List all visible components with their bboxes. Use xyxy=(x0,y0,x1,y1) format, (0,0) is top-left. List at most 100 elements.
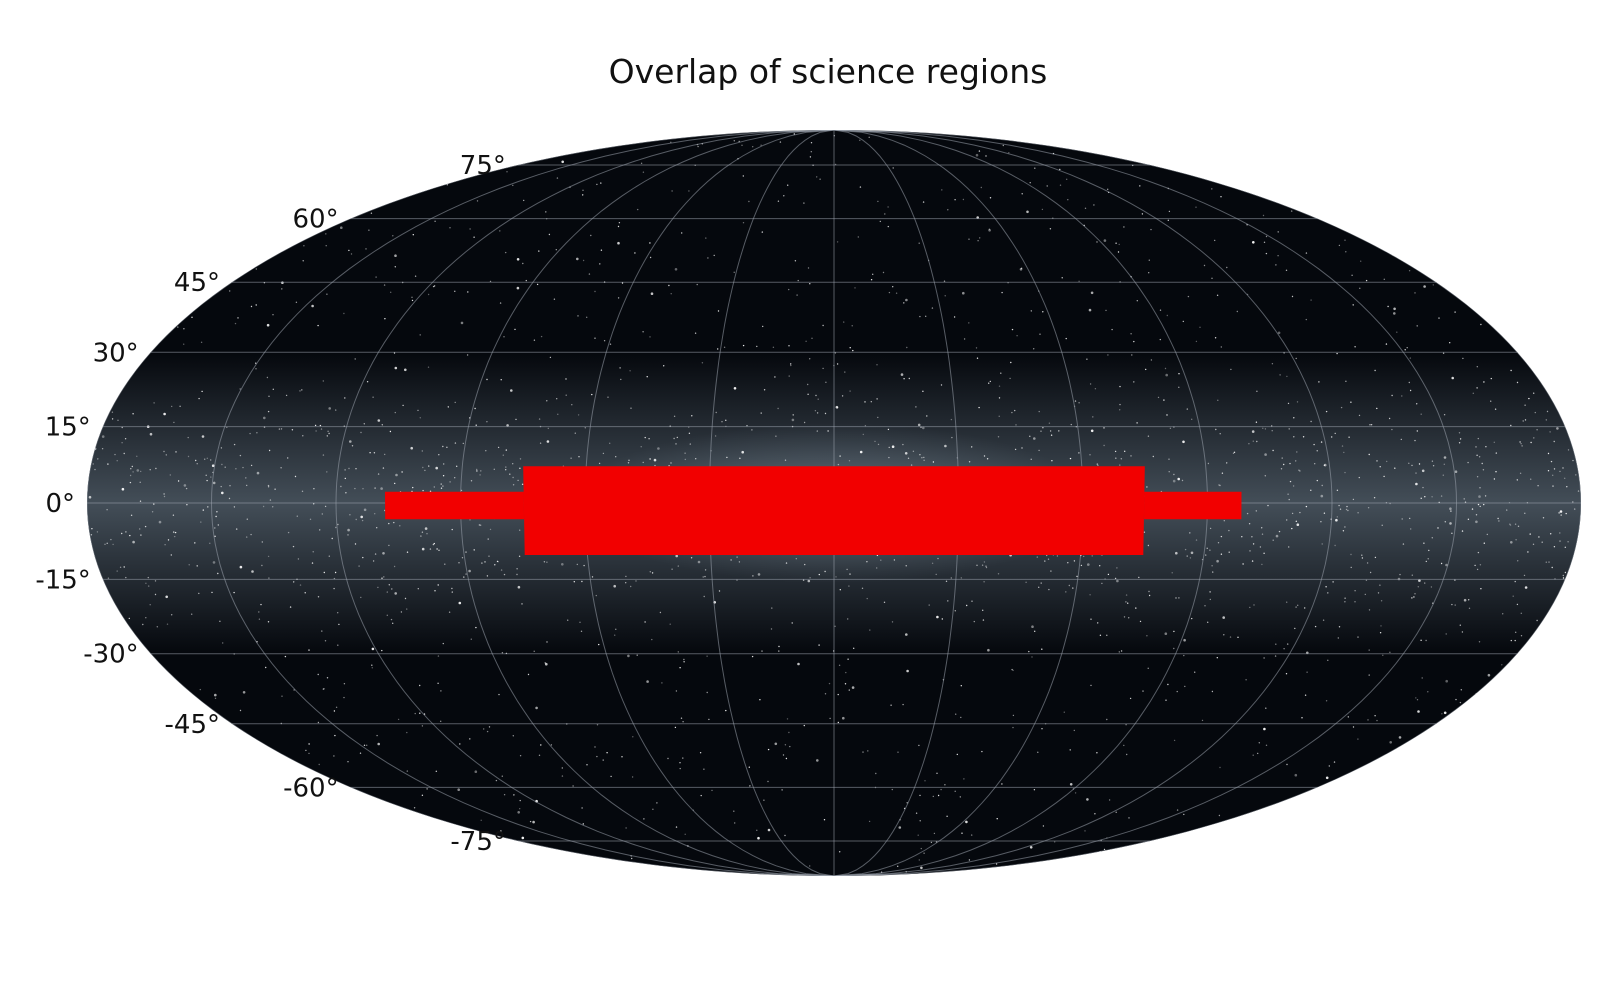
star xyxy=(940,788,942,791)
star xyxy=(315,430,317,432)
star xyxy=(432,285,435,288)
star xyxy=(1573,328,1576,330)
star xyxy=(130,514,133,516)
star xyxy=(1084,207,1087,209)
star xyxy=(602,452,605,455)
star xyxy=(852,349,854,352)
star xyxy=(1150,228,1152,231)
star xyxy=(422,466,424,469)
star xyxy=(670,293,672,295)
star xyxy=(1385,343,1388,345)
star xyxy=(167,163,169,166)
star xyxy=(173,421,175,424)
star xyxy=(267,621,270,623)
star xyxy=(590,234,592,237)
star xyxy=(322,454,325,456)
star xyxy=(545,662,548,666)
star xyxy=(670,462,672,464)
star xyxy=(935,573,937,576)
star xyxy=(1459,624,1462,626)
star xyxy=(388,584,390,586)
star xyxy=(1389,812,1391,815)
star xyxy=(796,294,798,296)
star xyxy=(1357,512,1359,514)
star xyxy=(1442,352,1445,354)
star xyxy=(1525,284,1527,286)
star xyxy=(487,538,489,540)
star xyxy=(1301,717,1303,719)
star xyxy=(1374,369,1376,372)
star xyxy=(1069,783,1073,786)
star xyxy=(734,822,736,824)
star xyxy=(995,863,998,865)
star xyxy=(1320,521,1322,523)
star xyxy=(501,652,504,654)
star xyxy=(1497,517,1499,520)
star xyxy=(1297,604,1299,606)
star xyxy=(1178,373,1180,375)
star xyxy=(1182,320,1185,323)
star xyxy=(617,225,620,228)
star xyxy=(98,273,101,275)
star xyxy=(997,573,1000,575)
star xyxy=(947,209,949,211)
star xyxy=(790,363,792,365)
star xyxy=(144,525,147,528)
star xyxy=(1264,184,1266,187)
star xyxy=(1271,363,1274,365)
star xyxy=(846,568,848,571)
star xyxy=(1409,517,1411,520)
star xyxy=(374,513,376,515)
star xyxy=(1358,476,1361,479)
star xyxy=(1014,409,1016,412)
star xyxy=(1178,386,1180,388)
star xyxy=(1288,546,1290,548)
star xyxy=(1463,598,1467,602)
star xyxy=(325,245,327,247)
star xyxy=(183,258,186,260)
star xyxy=(1046,185,1048,187)
star xyxy=(1225,866,1228,869)
star xyxy=(354,358,356,360)
star xyxy=(366,744,368,746)
star xyxy=(348,812,351,815)
star xyxy=(516,573,518,576)
star xyxy=(334,734,336,737)
star xyxy=(382,552,385,555)
star xyxy=(1416,403,1418,405)
star xyxy=(1000,372,1002,374)
star xyxy=(503,336,505,338)
star xyxy=(1030,458,1032,460)
star xyxy=(1352,304,1354,306)
star xyxy=(671,190,673,192)
star xyxy=(1437,527,1439,529)
star xyxy=(175,451,177,453)
star xyxy=(1223,520,1226,522)
star xyxy=(519,529,521,531)
star xyxy=(321,513,323,515)
star xyxy=(679,667,681,669)
star xyxy=(1365,579,1368,581)
star xyxy=(98,420,100,422)
lat-tick-label: 60° xyxy=(293,205,339,235)
star xyxy=(1313,799,1315,801)
star xyxy=(943,280,946,282)
star xyxy=(202,821,204,823)
star xyxy=(784,834,786,837)
star xyxy=(1287,493,1289,495)
star xyxy=(1148,259,1151,261)
star xyxy=(1464,853,1466,855)
star xyxy=(1281,853,1283,855)
star xyxy=(512,484,515,486)
star xyxy=(1191,418,1193,420)
star xyxy=(1557,736,1559,738)
star xyxy=(792,414,794,416)
star xyxy=(1041,648,1043,650)
star xyxy=(1184,548,1187,551)
star xyxy=(183,817,186,820)
star xyxy=(891,788,893,791)
star xyxy=(308,743,310,745)
star xyxy=(1428,549,1430,552)
star xyxy=(217,572,219,575)
star xyxy=(1226,266,1228,269)
